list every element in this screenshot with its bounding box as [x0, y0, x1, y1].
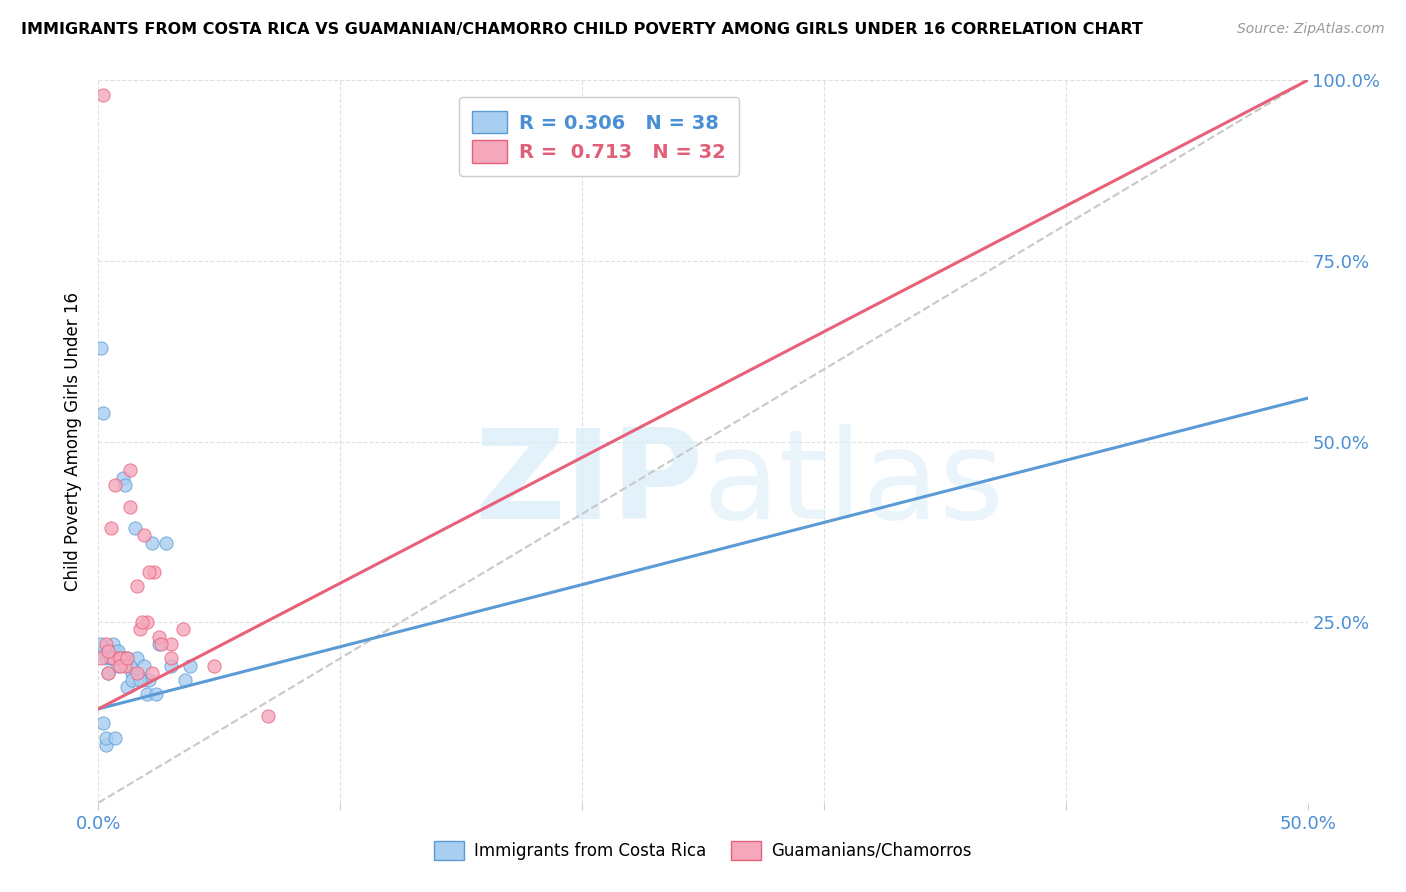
- Point: [104, 731, 127, 745]
- Point: [100, 651, 122, 665]
- Point: [135, 687, 157, 701]
- Point: [111, 470, 134, 484]
- Point: [90, 341, 112, 355]
- Point: [90, 651, 112, 665]
- Point: [172, 623, 194, 637]
- Point: [100, 651, 122, 665]
- Text: ZIP: ZIP: [474, 425, 703, 545]
- Point: [160, 651, 183, 665]
- Point: [97, 644, 120, 658]
- Point: [104, 644, 127, 658]
- Point: [155, 535, 177, 549]
- Point: [128, 673, 150, 687]
- Point: [160, 658, 183, 673]
- Point: [145, 687, 167, 701]
- Point: [150, 637, 173, 651]
- Point: [100, 521, 122, 535]
- Point: [127, 651, 149, 665]
- Point: [101, 637, 124, 651]
- Point: [121, 673, 143, 687]
- Point: [108, 651, 131, 665]
- Point: [134, 658, 156, 673]
- Legend: Immigrants from Costa Rica, Guamanians/Chamorros: Immigrants from Costa Rica, Guamanians/C…: [427, 834, 979, 867]
- Point: [128, 623, 150, 637]
- Point: [94, 738, 117, 752]
- Point: [114, 658, 136, 673]
- Point: [160, 637, 183, 651]
- Point: [127, 579, 149, 593]
- Point: [97, 665, 120, 680]
- Point: [148, 637, 170, 651]
- Point: [101, 651, 124, 665]
- Point: [107, 644, 129, 658]
- Y-axis label: Child Poverty Among Girls Under 16: Child Poverty Among Girls Under 16: [65, 292, 83, 591]
- Point: [91, 716, 114, 731]
- Point: [131, 615, 153, 630]
- Point: [114, 478, 136, 492]
- Point: [94, 731, 117, 745]
- Point: [90, 637, 112, 651]
- Text: atlas: atlas: [703, 425, 1005, 545]
- Point: [104, 478, 127, 492]
- Point: [118, 463, 141, 477]
- Point: [141, 535, 163, 549]
- Point: [94, 651, 117, 665]
- Point: [256, 709, 278, 723]
- Point: [121, 665, 143, 680]
- Point: [143, 565, 166, 579]
- Point: [138, 565, 160, 579]
- Point: [117, 651, 139, 665]
- Point: [138, 673, 160, 687]
- Point: [204, 658, 226, 673]
- Point: [118, 658, 141, 673]
- Point: [111, 651, 134, 665]
- Point: [141, 665, 163, 680]
- Point: [148, 630, 170, 644]
- Text: Source: ZipAtlas.com: Source: ZipAtlas.com: [1237, 22, 1385, 37]
- Point: [117, 680, 139, 694]
- Point: [91, 406, 114, 420]
- Point: [127, 665, 149, 680]
- Point: [135, 615, 157, 630]
- Point: [108, 658, 131, 673]
- Point: [91, 644, 114, 658]
- Point: [111, 651, 134, 665]
- Point: [174, 673, 197, 687]
- Point: [179, 658, 201, 673]
- Point: [107, 651, 129, 665]
- Point: [97, 665, 120, 680]
- Text: IMMIGRANTS FROM COSTA RICA VS GUAMANIAN/CHAMORRO CHILD POVERTY AMONG GIRLS UNDER: IMMIGRANTS FROM COSTA RICA VS GUAMANIAN/…: [21, 22, 1143, 37]
- Point: [107, 658, 129, 673]
- Point: [118, 500, 141, 514]
- Point: [94, 637, 117, 651]
- Point: [134, 528, 156, 542]
- Point: [131, 673, 153, 687]
- Point: [124, 521, 146, 535]
- Point: [91, 87, 114, 102]
- Point: [117, 651, 139, 665]
